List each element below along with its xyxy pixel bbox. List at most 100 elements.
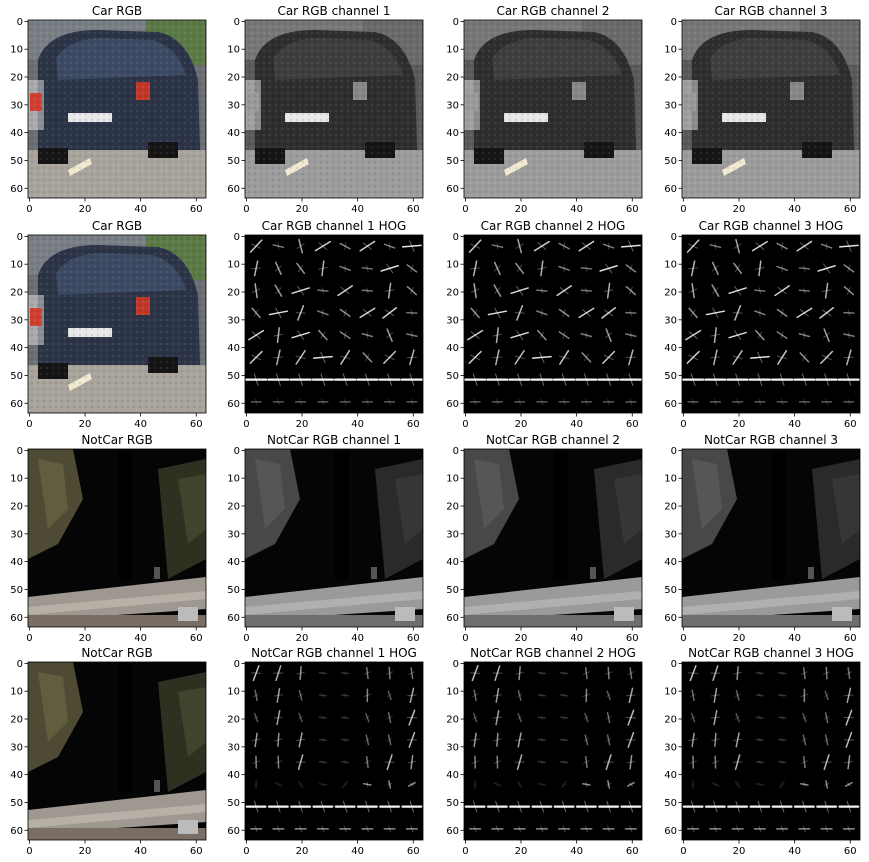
y-tick-label: 10	[446, 45, 459, 56]
axes-frame	[27, 19, 207, 199]
y-tick-label: 50	[664, 156, 677, 167]
x-tick-label: 0	[680, 419, 686, 430]
y-tick-label: 10	[10, 474, 23, 485]
x-tick-label: 0	[462, 846, 468, 857]
x-tick-label: 40	[788, 204, 801, 215]
y-tick-label: 30	[664, 529, 677, 540]
y-tick-label: 50	[10, 585, 23, 596]
x-tick-label: 40	[134, 633, 147, 644]
y-tick-label: 50	[227, 798, 240, 809]
panel-image	[245, 235, 423, 413]
y-tick-label: 30	[664, 100, 677, 111]
y-tick-label: 20	[227, 73, 240, 84]
y-tick-label: 30	[227, 315, 240, 326]
y-tick-label: 30	[10, 529, 23, 540]
panel-image	[682, 20, 860, 198]
y-tick-label: 10	[10, 687, 23, 698]
axes-frame	[681, 661, 861, 841]
y-tick-label: 10	[227, 45, 240, 56]
x-tick-label: 20	[79, 846, 92, 857]
y-tick-label: 20	[10, 502, 23, 513]
y-tick-label: 30	[10, 315, 23, 326]
axes-frame	[681, 448, 861, 628]
x-tick-label: 20	[296, 204, 309, 215]
panel-title: Car RGB channel 2	[496, 4, 609, 18]
y-tick-label: 40	[227, 128, 240, 139]
x-tick-label: 0	[26, 419, 32, 430]
panel-title: Car RGB	[92, 219, 142, 233]
y-tick-label: 0	[671, 232, 677, 243]
panel-title: NotCar RGB channel 1 HOG	[251, 646, 417, 660]
y-tick-label: 40	[664, 770, 677, 781]
panel-title: NotCar RGB	[81, 433, 152, 447]
x-tick-label: 20	[515, 204, 528, 215]
panel-title: NotCar RGB	[81, 646, 152, 660]
y-tick-label: 20	[446, 715, 459, 726]
x-tick-label: 60	[407, 846, 420, 857]
y-tick-label: 60	[10, 399, 23, 410]
panel-image	[245, 662, 423, 840]
y-tick-label: 0	[671, 446, 677, 457]
y-tick-label: 20	[446, 502, 459, 513]
x-tick-label: 60	[844, 633, 857, 644]
y-tick-label: 40	[227, 557, 240, 568]
y-tick-label: 60	[664, 613, 677, 624]
y-tick-label: 50	[227, 585, 240, 596]
x-tick-label: 60	[407, 204, 420, 215]
y-tick-label: 10	[446, 687, 459, 698]
y-tick-label: 20	[227, 715, 240, 726]
x-tick-label: 0	[26, 633, 32, 644]
panel-image	[682, 235, 860, 413]
y-tick-label: 40	[664, 343, 677, 354]
axes-frame	[463, 19, 643, 199]
y-tick-label: 30	[446, 100, 459, 111]
x-tick-label: 0	[462, 204, 468, 215]
y-tick-label: 20	[664, 715, 677, 726]
y-tick-label: 0	[17, 659, 23, 670]
axes-frame	[27, 448, 207, 628]
y-tick-label: 10	[227, 474, 240, 485]
x-tick-label: 20	[296, 846, 309, 857]
y-tick-label: 40	[446, 343, 459, 354]
x-tick-label: 60	[626, 419, 639, 430]
y-tick-label: 40	[446, 128, 459, 139]
x-tick-label: 40	[570, 204, 583, 215]
axes-frame	[463, 448, 643, 628]
y-tick-label: 50	[664, 798, 677, 809]
panel-image	[682, 449, 860, 627]
x-tick-label: 20	[515, 419, 528, 430]
x-tick-label: 40	[788, 419, 801, 430]
x-tick-label: 0	[680, 846, 686, 857]
axes-frame	[244, 19, 424, 199]
y-tick-label: 0	[234, 659, 240, 670]
x-tick-label: 40	[351, 633, 364, 644]
x-tick-label: 20	[733, 419, 746, 430]
y-tick-label: 50	[227, 156, 240, 167]
panel-image	[28, 20, 206, 198]
x-tick-label: 0	[26, 204, 32, 215]
x-tick-label: 60	[626, 204, 639, 215]
x-tick-label: 0	[680, 633, 686, 644]
y-tick-label: 50	[10, 371, 23, 382]
y-tick-label: 20	[10, 73, 23, 84]
y-tick-label: 50	[446, 371, 459, 382]
y-tick-label: 0	[671, 17, 677, 28]
axes-frame	[681, 234, 861, 414]
y-tick-label: 0	[17, 17, 23, 28]
axes-frame	[463, 234, 643, 414]
y-tick-label: 10	[446, 474, 459, 485]
y-tick-label: 40	[10, 770, 23, 781]
panel-image	[464, 20, 642, 198]
y-tick-label: 40	[227, 770, 240, 781]
x-tick-label: 20	[79, 204, 92, 215]
x-tick-label: 40	[134, 846, 147, 857]
x-tick-label: 20	[296, 419, 309, 430]
y-tick-label: 0	[453, 446, 459, 457]
panel-title: NotCar RGB channel 3 HOG	[688, 646, 854, 660]
